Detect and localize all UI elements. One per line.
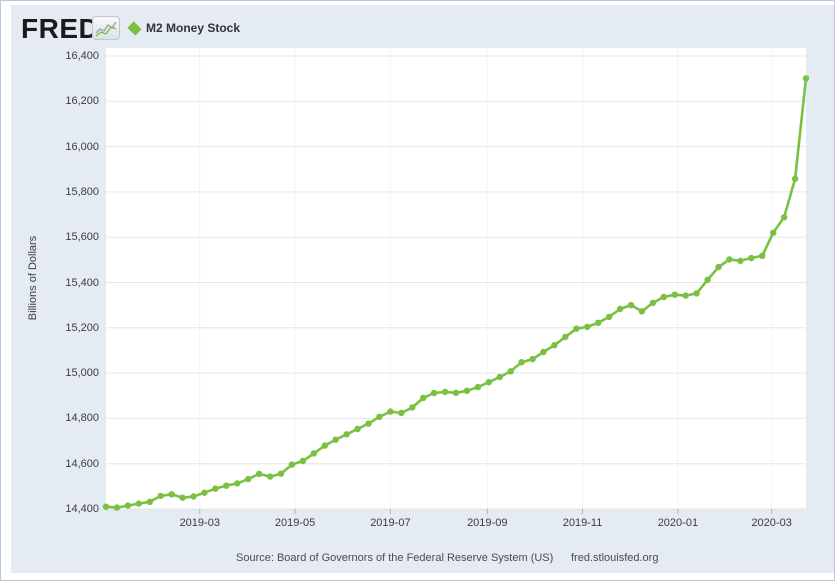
- x-tick-label: 2019-07: [370, 517, 411, 529]
- source-note: Source: Board of Governors of the Federa…: [236, 552, 554, 564]
- y-tick-label: 14,800: [65, 412, 99, 425]
- x-tick-label: 2020-03: [751, 517, 792, 529]
- y-tick-label: 15,600: [65, 231, 99, 244]
- x-tick-label: 2019-05: [274, 517, 316, 529]
- x-tick-label: 2019-11: [562, 517, 603, 529]
- y-tick-label: 15,200: [65, 321, 99, 334]
- m2-money-stock-chart: [102, 48, 810, 514]
- legend-diamond-icon: [127, 20, 142, 36]
- chart-canvas: FRED® M2 Money Stock Billions of Dollars…: [11, 5, 834, 573]
- x-tick-label: 2019-03: [179, 517, 220, 529]
- y-tick-label: 16,000: [65, 140, 99, 153]
- x-tick-label: 2019-09: [467, 517, 508, 529]
- fred-sparkline-icon: [92, 16, 120, 40]
- fred-site-link[interactable]: fred.stlouisfed.org: [571, 552, 659, 564]
- legend-label: M2 Money Stock: [146, 21, 241, 35]
- horizontal-gridlines: [106, 55, 806, 510]
- y-tick-label: 14,600: [65, 457, 99, 470]
- y-tick-label: 15,800: [65, 185, 99, 198]
- y-tick-label: 16,200: [65, 95, 99, 108]
- y-tick-label: 16,400: [65, 50, 99, 62]
- x-tick-marks: [199, 509, 773, 514]
- x-tick-label: 2020-01: [657, 517, 699, 529]
- vertical-gridlines: [199, 48, 773, 509]
- m2-series-markers: [102, 75, 810, 511]
- legend: M2 Money Stock: [127, 20, 241, 36]
- y-tick-label: 15,400: [65, 276, 99, 289]
- y-tick-label: 15,000: [65, 367, 99, 380]
- plot-area: [106, 48, 806, 509]
- y-tick-label: 14,400: [65, 503, 99, 515]
